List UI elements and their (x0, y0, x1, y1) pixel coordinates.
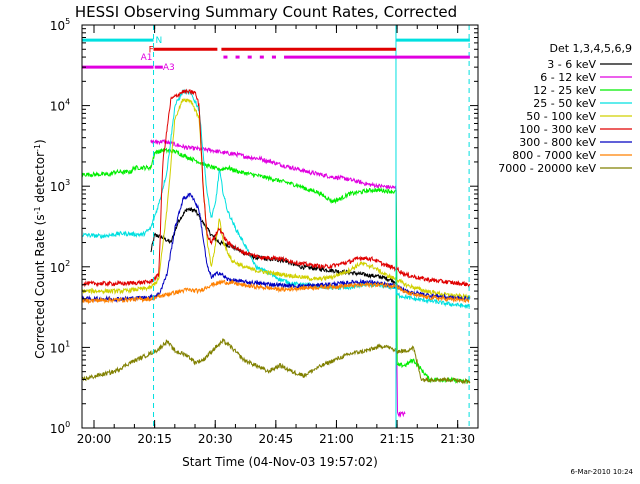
y-tick-exponent-3: 3 (65, 178, 70, 187)
series-line-3 (82, 88, 471, 310)
plot-area (82, 88, 471, 418)
legend-label-4: 50 - 100 keV (526, 110, 596, 123)
x-tick-label-1: 20:15 (137, 432, 172, 446)
y-tick-exponent-0: 0 (65, 420, 70, 429)
y-axis-label: Corrected Count Rate (s-1 detector-1) (33, 139, 48, 358)
y-axis-label-sup2: -1 (33, 144, 42, 152)
x-tick-label-5: 21:15 (380, 432, 415, 446)
y-axis-label-end: ) (33, 139, 47, 144)
legend-label-7: 800 - 7000 keV (512, 149, 596, 162)
y-tick-exponent-1: 1 (65, 339, 70, 348)
flag-label-a1: A1 (141, 53, 153, 63)
legend-label-6: 300 - 800 keV (519, 136, 596, 149)
y-axis-label-mid: detector (33, 152, 47, 207)
x-tick-label-4: 21:00 (319, 432, 354, 446)
legend-label-8: 7000 - 20000 keV (498, 162, 596, 175)
flag-label-a3: A3 (163, 63, 175, 73)
flag-label-f: F (149, 45, 154, 55)
x-tick-label-2: 20:30 (198, 432, 233, 446)
x-tick-label-3: 20:45 (259, 432, 294, 446)
flag-label-n: N (156, 36, 163, 46)
legend-title: Det 1,3,4,5,6,9 (549, 42, 632, 55)
y-axis-label-base: Corrected Count Rate (s (33, 214, 47, 358)
plot-frame (81, 24, 479, 429)
chart-title: HESSI Observing Summary Count Rates, Cor… (75, 3, 457, 21)
y-tick-exponent-4: 4 (65, 98, 70, 107)
series-line-1 (150, 138, 406, 418)
y-axis-label-sup1: -1 (33, 206, 42, 214)
legend-label-1: 6 - 12 keV (540, 71, 596, 84)
series-line-4 (82, 97, 471, 301)
series-line-8 (82, 337, 471, 385)
x-axis-label: Start Time (04-Nov-03 19:57:02) (182, 455, 378, 469)
legend-label-0: 3 - 6 keV (547, 58, 596, 71)
series-line-6 (82, 192, 471, 303)
legend-label-3: 25 - 50 keV (533, 97, 596, 110)
legend-label-5: 100 - 300 keV (519, 123, 596, 136)
series-line-2 (82, 147, 470, 385)
y-tick-exponent-5: 5 (65, 17, 70, 26)
y-tick-exponent-2: 2 (65, 259, 70, 268)
x-tick-label-6: 21:30 (440, 432, 475, 446)
date-stamp: 6-Mar-2010 10:24 (571, 468, 634, 476)
series-line-7 (82, 279, 471, 305)
series-line-5 (82, 88, 471, 288)
legend-label-2: 12 - 25 keV (533, 84, 596, 97)
x-tick-label-0: 20:00 (77, 432, 112, 446)
